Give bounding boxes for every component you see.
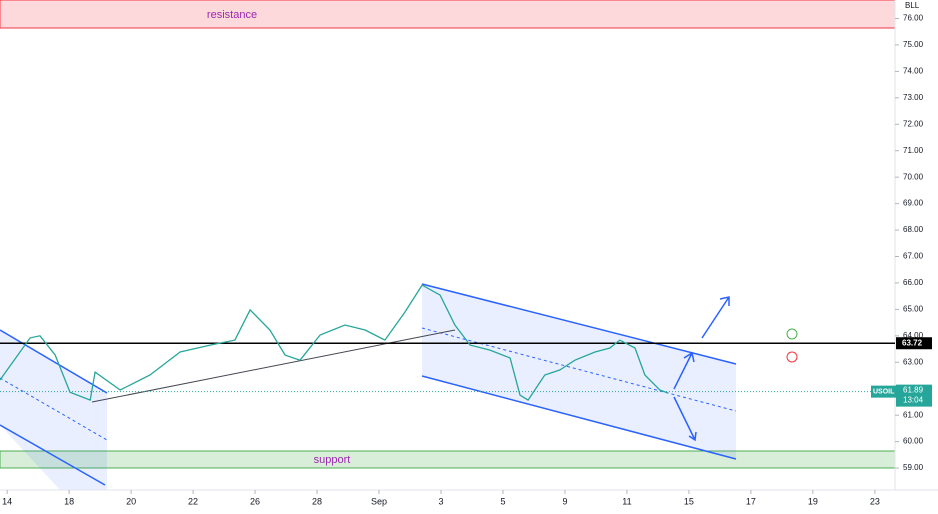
symbol-label: USOIL — [873, 388, 895, 395]
y-tick-label: 61.00 — [903, 410, 924, 419]
y-tick-label: 72.00 — [903, 119, 924, 128]
level-label: 63.72 — [902, 338, 923, 347]
support-zone — [0, 450, 896, 469]
y-tick-label: 67.00 — [903, 252, 924, 261]
channel-mid — [0, 377, 108, 441]
x-tick-label: 15 — [684, 496, 694, 506]
price-label: 61.89 — [903, 386, 924, 395]
plot-area — [0, 0, 895, 490]
x-tick-label: 20 — [126, 496, 136, 506]
price-line — [0, 284, 669, 401]
annotation: resistance — [207, 9, 257, 21]
level-tag — [896, 337, 932, 350]
symbol-tag — [871, 385, 897, 398]
x-tick-label: 18 — [64, 496, 74, 506]
y-tick-label: 75.00 — [903, 40, 924, 49]
x-tick-label: 5 — [500, 496, 505, 506]
channel-fill — [422, 284, 736, 458]
x-tick-label: 19 — [808, 496, 818, 506]
x-tick-label: 3 — [438, 496, 443, 506]
x-tick-label: 28 — [312, 496, 322, 506]
signal-dot — [786, 328, 798, 340]
y-tick-label: 73.00 — [903, 93, 924, 102]
y-tick-label: 74.00 — [903, 67, 924, 76]
y-tick-label: 65.00 — [903, 304, 924, 313]
y-tick-label: 64.00 — [903, 331, 924, 340]
x-tick-label: 9 — [562, 496, 567, 506]
channel-mid — [421, 327, 737, 412]
y-tick-label: 71.00 — [903, 146, 924, 155]
y-tick-label: 66.00 — [903, 278, 924, 287]
channel-line — [421, 375, 737, 460]
x-tick-label: 23 — [870, 496, 880, 506]
signal-dot — [786, 351, 798, 363]
x-tick-label: 22 — [188, 496, 198, 506]
x-tick-label: 26 — [250, 496, 260, 506]
axis-header: BLL — [905, 1, 920, 10]
channel-line — [421, 283, 737, 365]
resistance-zone — [0, 0, 896, 29]
annotation: support — [314, 454, 351, 466]
x-tick-label: 11 — [622, 496, 631, 506]
y-tick-label: 70.00 — [903, 172, 924, 181]
x-tick-label: 17 — [746, 496, 756, 506]
arrows — [673, 296, 730, 442]
price-tag — [896, 384, 932, 407]
y-tick-label: 68.00 — [903, 225, 924, 234]
channel-fill — [0, 330, 107, 490]
x-tick-label: 14 — [2, 496, 12, 506]
y-tick-label: 63.00 — [903, 357, 924, 366]
trend-line — [91, 329, 456, 403]
y-tick-label: 69.00 — [903, 199, 924, 208]
y-tick-label: 59.00 — [903, 463, 924, 472]
channel-line — [0, 424, 106, 486]
x-tick-label: Sep — [371, 496, 387, 506]
countdown-label: 13:04 — [903, 396, 924, 405]
y-tick-label: 60.00 — [903, 437, 924, 446]
y-tick-label: 76.00 — [903, 14, 924, 23]
channel-line — [0, 329, 108, 394]
